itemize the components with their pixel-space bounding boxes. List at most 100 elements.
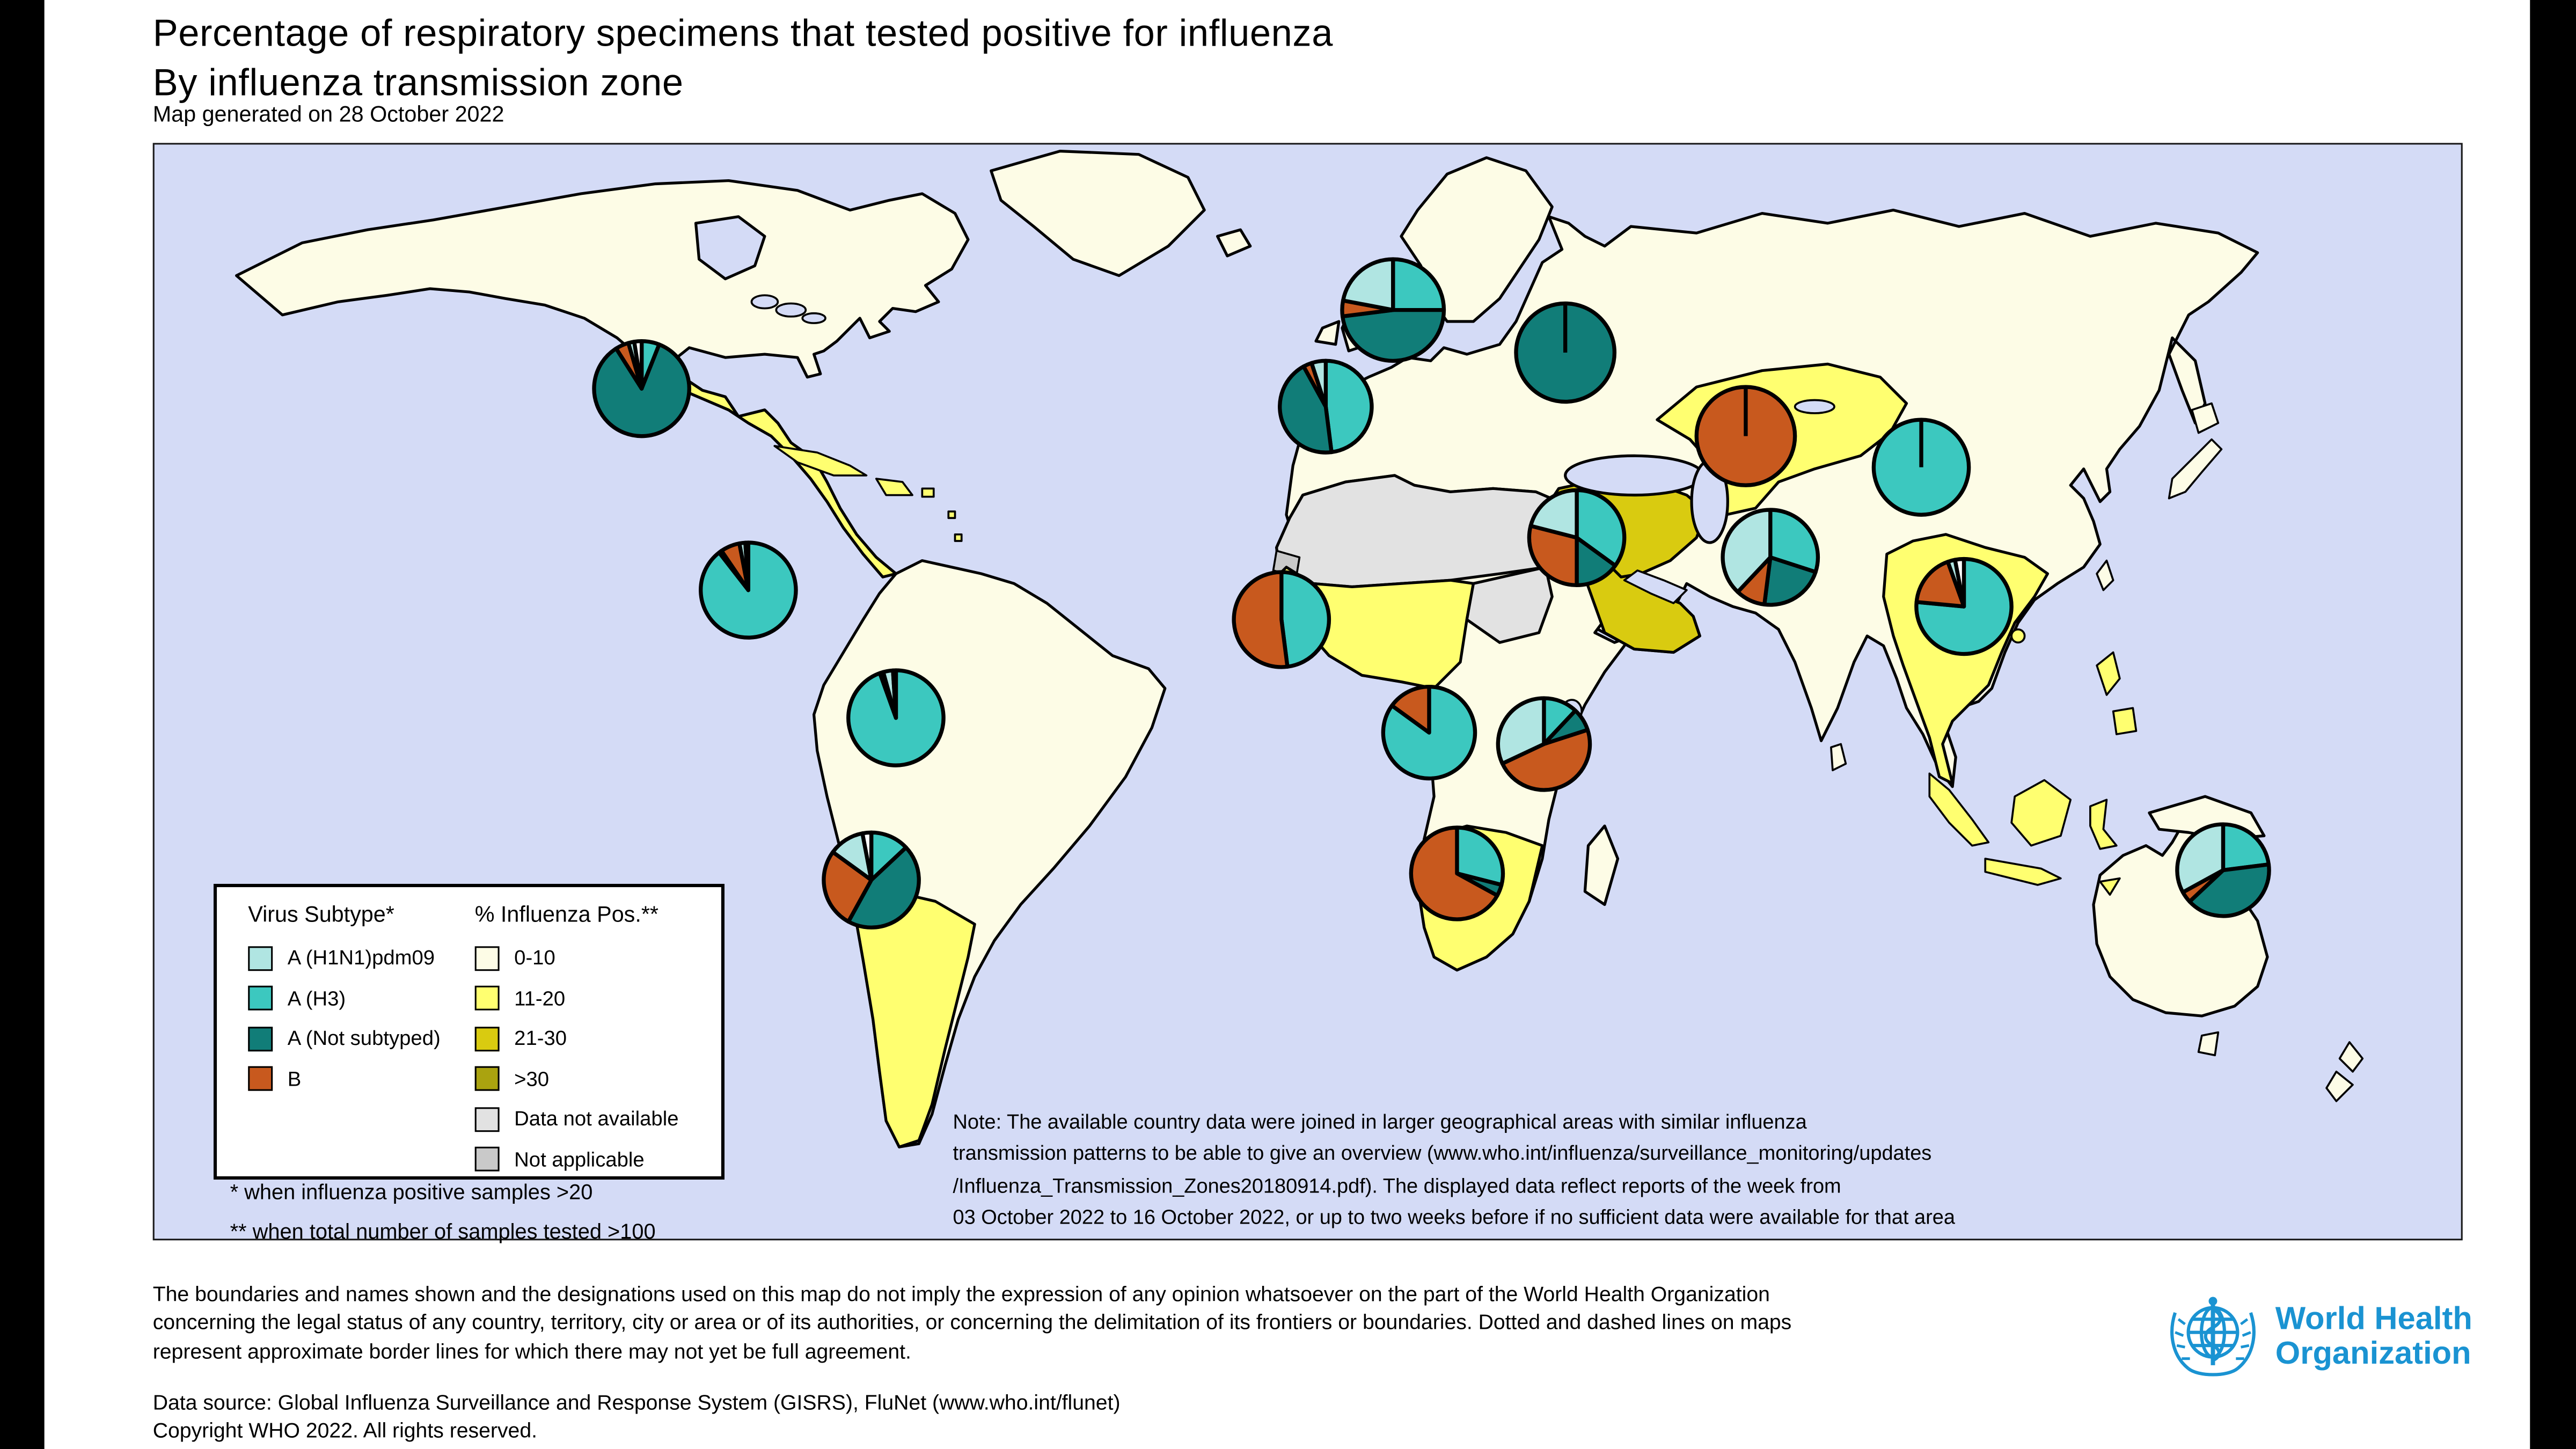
legend-virus-item: B bbox=[248, 1059, 440, 1099]
pie-northern-europe bbox=[1340, 257, 1446, 363]
pie-oceania-melanesia-polynesia bbox=[2175, 822, 2271, 918]
disclaimer-line-2: concerning the legal status of any count… bbox=[152, 1309, 1792, 1335]
who-emblem-icon bbox=[2170, 1297, 2256, 1377]
pie-slice-middle-africa bbox=[1381, 684, 1477, 781]
legend-virus-title: Virus Subtype* bbox=[248, 902, 394, 927]
who-logo: World Health Organization bbox=[2165, 1290, 2472, 1385]
pie-slice-southern-asia bbox=[1768, 508, 1820, 574]
pie-middle-africa bbox=[1381, 684, 1477, 781]
great-lakes-erie-ontario bbox=[801, 312, 826, 324]
region-greenland bbox=[990, 150, 1206, 277]
datasource-line: Data source: Global Influenza Surveillan… bbox=[152, 1389, 1121, 1415]
legend-pos-item: 0-10 bbox=[474, 938, 679, 978]
who-text-line1: World Health bbox=[2275, 1301, 2472, 1337]
world-map bbox=[235, 150, 2364, 1148]
pie-slice-western-asia bbox=[1527, 524, 1579, 588]
left-letterbox-bar bbox=[0, 0, 45, 1449]
region-madagascar bbox=[1583, 824, 1620, 906]
map-note-line-1: Note: The available country data were jo… bbox=[953, 1110, 1807, 1134]
great-lakes-superior bbox=[750, 294, 779, 310]
pie-slice-north-america bbox=[632, 339, 644, 391]
region-lesser-antilles bbox=[947, 510, 956, 519]
pie-tropical-south-america bbox=[846, 668, 946, 767]
pie-north-america bbox=[592, 339, 691, 438]
copyright-line: Copyright WHO 2022. All rights reserved. bbox=[152, 1418, 538, 1443]
legend-pos-item-label: 21-30 bbox=[514, 1027, 567, 1050]
legend-pos-item-swatch bbox=[474, 1066, 500, 1092]
legend-virus-item: A (Not subtyped) bbox=[248, 1019, 441, 1059]
who-logo-text: World Health Organization bbox=[2275, 1301, 2472, 1372]
region-new-zealand-north bbox=[2338, 1041, 2364, 1073]
legend-footnote-1: * when influenza positive samples >20 bbox=[230, 1179, 593, 1204]
map-note: Note: The available country data were jo… bbox=[953, 1107, 1955, 1234]
pie-slice-tropical-south-america bbox=[891, 668, 898, 720]
pie-slice-south-east-asia bbox=[1953, 557, 1966, 609]
title-line-2: By influenza transmission zone bbox=[152, 61, 684, 104]
region-philippines-luzon bbox=[2096, 651, 2121, 696]
map-generated-caption: Map generated on 28 October 2022 bbox=[152, 101, 504, 127]
legend-virus-item-label: A (H3) bbox=[287, 987, 346, 1010]
legend-virus-item: A (H3) bbox=[248, 978, 440, 1019]
region-philippines-mindanao bbox=[2112, 707, 2138, 735]
map-note-line-3: /Influenza_Transmission_Zones20180914.pd… bbox=[953, 1174, 1841, 1197]
pie-slice-western-africa bbox=[1279, 570, 1331, 669]
pie-slice-western-europe bbox=[1323, 358, 1374, 455]
pie-eastern-europe bbox=[1514, 301, 1617, 404]
persian-gulf bbox=[1623, 569, 1688, 604]
disclaimer-line-1: The boundaries and names shown and the d… bbox=[152, 1281, 1770, 1306]
pie-western-asia bbox=[1527, 488, 1627, 588]
region-new-zealand-south bbox=[2325, 1071, 2354, 1102]
map-note-line-2: transmission patterns to be able to give… bbox=[953, 1142, 1932, 1166]
legend-pos-item-swatch bbox=[474, 946, 500, 971]
hudson-bay bbox=[694, 215, 766, 281]
great-lakes-michigan-huron bbox=[775, 302, 807, 318]
pie-slice-western-africa bbox=[1232, 570, 1290, 669]
region-taiwan bbox=[2096, 559, 2114, 591]
region-sri-lanka bbox=[1830, 743, 1847, 772]
legend-virus-item-swatch bbox=[248, 1026, 273, 1051]
region-temperate-south-america bbox=[852, 890, 976, 1148]
legend-pos-item: 21-30 bbox=[474, 1019, 679, 1059]
page-title: Percentage of respiratory specimens that… bbox=[153, 8, 1333, 107]
pie-slice-eastern-africa bbox=[1496, 696, 1546, 766]
legend-pos-item-swatch bbox=[474, 1147, 500, 1172]
map-note-line-4: 03 October 2022 to 16 October 2022, or u… bbox=[953, 1205, 1956, 1229]
region-cuba bbox=[773, 445, 868, 477]
pie-southern-asia bbox=[1721, 508, 1820, 607]
pie-slice-southern-africa bbox=[1409, 825, 1499, 921]
pie-slice-temperate-south-america bbox=[846, 845, 921, 930]
region-ireland bbox=[1314, 320, 1341, 346]
region-tasmania bbox=[2197, 1031, 2220, 1057]
pie-slice-oceania-melanesia-polynesia bbox=[2221, 822, 2271, 873]
legend-virus-item-swatch bbox=[248, 1066, 273, 1092]
region-iceland bbox=[1216, 228, 1252, 258]
legend-pos-title: % Influenza Pos.** bbox=[474, 902, 659, 927]
region-java bbox=[1984, 858, 2062, 886]
legend-footnote-2: ** when total number of samples tested >… bbox=[230, 1218, 656, 1243]
legend-pos-item: Not applicable bbox=[474, 1139, 679, 1180]
map-legend: Virus Subtype* A (H1N1)pdm09 A (H3) A (Not… bbox=[213, 883, 724, 1180]
region-japan-hokkaido bbox=[2191, 402, 2220, 434]
legend-footnotes: * when influenza positive samples >20 **… bbox=[230, 1173, 656, 1250]
pie-southern-africa bbox=[1409, 825, 1505, 921]
pie-western-europe bbox=[1278, 358, 1374, 455]
region-hispaniola bbox=[875, 478, 913, 496]
pie-slice-southern-asia bbox=[1721, 508, 1773, 594]
lake-balkhash bbox=[1794, 399, 1835, 414]
legend-virus-item-swatch bbox=[248, 986, 273, 1011]
region-lesser-antilles-2 bbox=[954, 533, 963, 542]
region-puerto-rico bbox=[921, 487, 935, 498]
pie-central-asia bbox=[1694, 385, 1797, 487]
region-hainan bbox=[2010, 628, 2026, 644]
pie-slice-oceania-melanesia-polynesia bbox=[2187, 862, 2271, 918]
boundaries-disclaimer: The boundaries and names shown and the d… bbox=[153, 1280, 1792, 1365]
pie-slice-middle-africa bbox=[1390, 684, 1431, 735]
region-north-africa-no-data bbox=[1275, 474, 1564, 589]
pie-slice-northern-europe bbox=[1340, 308, 1446, 363]
pie-slice-western-asia bbox=[1528, 488, 1579, 540]
legend-pos-item-swatch bbox=[474, 1107, 500, 1132]
pie-slice-southern-asia bbox=[1762, 555, 1818, 607]
pie-slice-eastern-africa bbox=[1500, 728, 1592, 792]
legend-virus-item-label: A (H1N1)pdm09 bbox=[287, 947, 435, 970]
